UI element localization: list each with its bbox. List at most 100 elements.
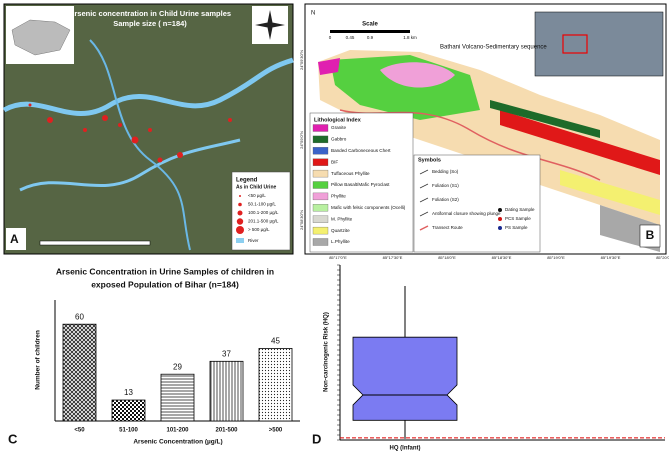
map-subtitle: Sample size ( n=184)	[113, 19, 187, 28]
scale-title: Scale	[362, 22, 378, 28]
litho-swatch	[312, 192, 329, 201]
sample-icon	[498, 217, 502, 221]
litho-label: Phyllite	[331, 194, 346, 199]
litho-swatch	[312, 124, 329, 132]
sequence-label: Bathani Volcano-Sedimentary sequence	[440, 45, 547, 51]
geology-quartzite	[560, 170, 660, 215]
sample-label: PCS Sample	[505, 216, 531, 221]
lon-label: 85°18'0"E	[438, 255, 456, 260]
litho-swatch	[312, 181, 329, 189]
litho-label: Granite	[331, 125, 347, 130]
sample-label: Dating Sample	[505, 207, 535, 212]
sample-label: PS Sample	[505, 225, 528, 230]
lon-label: 85°19'30"E	[601, 255, 621, 260]
panel-label: D	[312, 431, 321, 446]
litho-swatch	[312, 169, 329, 178]
panel-label-bg	[639, 224, 661, 248]
lon-label: 85°17'30"E	[383, 255, 403, 260]
symbol-label: Antiformal closure showing plunge	[432, 211, 501, 216]
litho-label: Banded Carboneceous Chert	[331, 148, 391, 153]
inset-map	[534, 11, 664, 77]
x-tick-label: 201-500	[215, 428, 238, 434]
map-title: Arsenic concentration in Child Urine sam…	[69, 9, 231, 18]
geology-phyllite	[380, 62, 455, 88]
symbol-label: Transect Route	[432, 225, 463, 230]
litho-swatch	[312, 238, 329, 246]
bar	[209, 360, 244, 422]
geology-granite	[318, 58, 340, 75]
x-tick-label: HQ (Infant)	[390, 446, 421, 452]
box	[352, 336, 458, 421]
x-tick-label: 101-200	[166, 428, 189, 434]
litho-label: Quartzite	[331, 228, 350, 233]
geology-bif	[500, 110, 660, 175]
scale-label: 1.8 km	[403, 35, 417, 40]
panel-label: C	[8, 431, 18, 446]
legend-subtitle: As in Child Urine	[236, 184, 277, 190]
litho-swatch	[312, 158, 329, 166]
litho-swatch	[312, 204, 329, 212]
legend-label: > 500 µg/L	[248, 227, 270, 232]
map-a: Arsenic concentration in Child Urine sam…	[2, 3, 294, 255]
legend-label: 50.1-100 µg/L	[248, 202, 276, 207]
legend-label: 100.1-200 µg/L	[248, 210, 279, 215]
bar	[160, 373, 195, 422]
lon-label: 85°19'0"E	[547, 255, 565, 260]
sample-icon	[498, 208, 502, 212]
legend-marker	[238, 202, 242, 207]
litho-label: M. Phyllite	[331, 216, 353, 221]
legend-label: 201.1-500 µg/L	[248, 219, 279, 224]
litho-swatch	[312, 226, 329, 235]
litho-label: Mafic with felsic components (Ocelli)	[331, 205, 406, 210]
x-tick-label: >500	[269, 428, 283, 434]
value-label: 60	[75, 312, 84, 321]
scale-label: 0.45	[346, 35, 355, 40]
y-axis-label: Number of children	[35, 330, 42, 390]
symbol-icon	[419, 169, 429, 175]
symbol-icon	[419, 211, 429, 217]
bar	[111, 399, 146, 422]
value-label: 45	[271, 337, 280, 346]
lon-label: 85°17'0"E	[329, 255, 347, 260]
legend-marker	[239, 195, 241, 197]
litho-swatch	[312, 147, 329, 155]
legend-label: River	[248, 238, 259, 243]
lon-label: 85°20'0"E	[656, 255, 669, 260]
map-b: Scale Bathani Volcano-Sedimentary sequen…	[304, 3, 667, 255]
x-tick-label: <50	[74, 428, 85, 434]
lon-label: 85°18'30"E	[492, 255, 512, 260]
panel-label-bg	[6, 228, 26, 250]
symbol-label: Bedding (So)	[432, 169, 459, 174]
value-label: 13	[124, 388, 133, 397]
lat-label: 24°59'0"N	[299, 131, 304, 149]
litho-label: Pillow Basalt/Mafic Pyroclast	[331, 182, 390, 187]
symbol-icon	[419, 183, 429, 189]
litho-label: L.Phyllite	[331, 239, 350, 244]
legend-marker	[237, 210, 243, 216]
litho-swatch	[312, 215, 329, 223]
legend-marker	[236, 218, 244, 225]
bar	[62, 323, 97, 422]
panel-label: B	[646, 228, 655, 242]
river	[89, 39, 191, 251]
sample-points	[28, 103, 232, 163]
river-swatch	[236, 238, 244, 243]
symbol-label: Foliation (S1)	[432, 183, 459, 188]
litho-swatch	[312, 135, 329, 144]
inset-state	[11, 19, 71, 56]
symbol-legend	[413, 154, 541, 253]
legend-title: Legend	[236, 178, 258, 184]
chart-title: exposed Population of Bihar (n=184)	[91, 279, 239, 289]
symbol-icon	[419, 225, 429, 231]
lat-label: 24°59'30"N	[299, 50, 304, 70]
value-label: 37	[222, 349, 231, 358]
compass-rose	[255, 10, 285, 40]
x-tick-label: 51-100	[119, 428, 138, 434]
symbol-label: Foliation (S2)	[432, 197, 459, 202]
litho-title: Lithological Index	[314, 117, 362, 123]
litho-label: Gabbro	[331, 137, 347, 142]
scale-bar	[39, 240, 151, 246]
value-label: 29	[173, 362, 182, 371]
geology-gabbro	[490, 100, 600, 138]
